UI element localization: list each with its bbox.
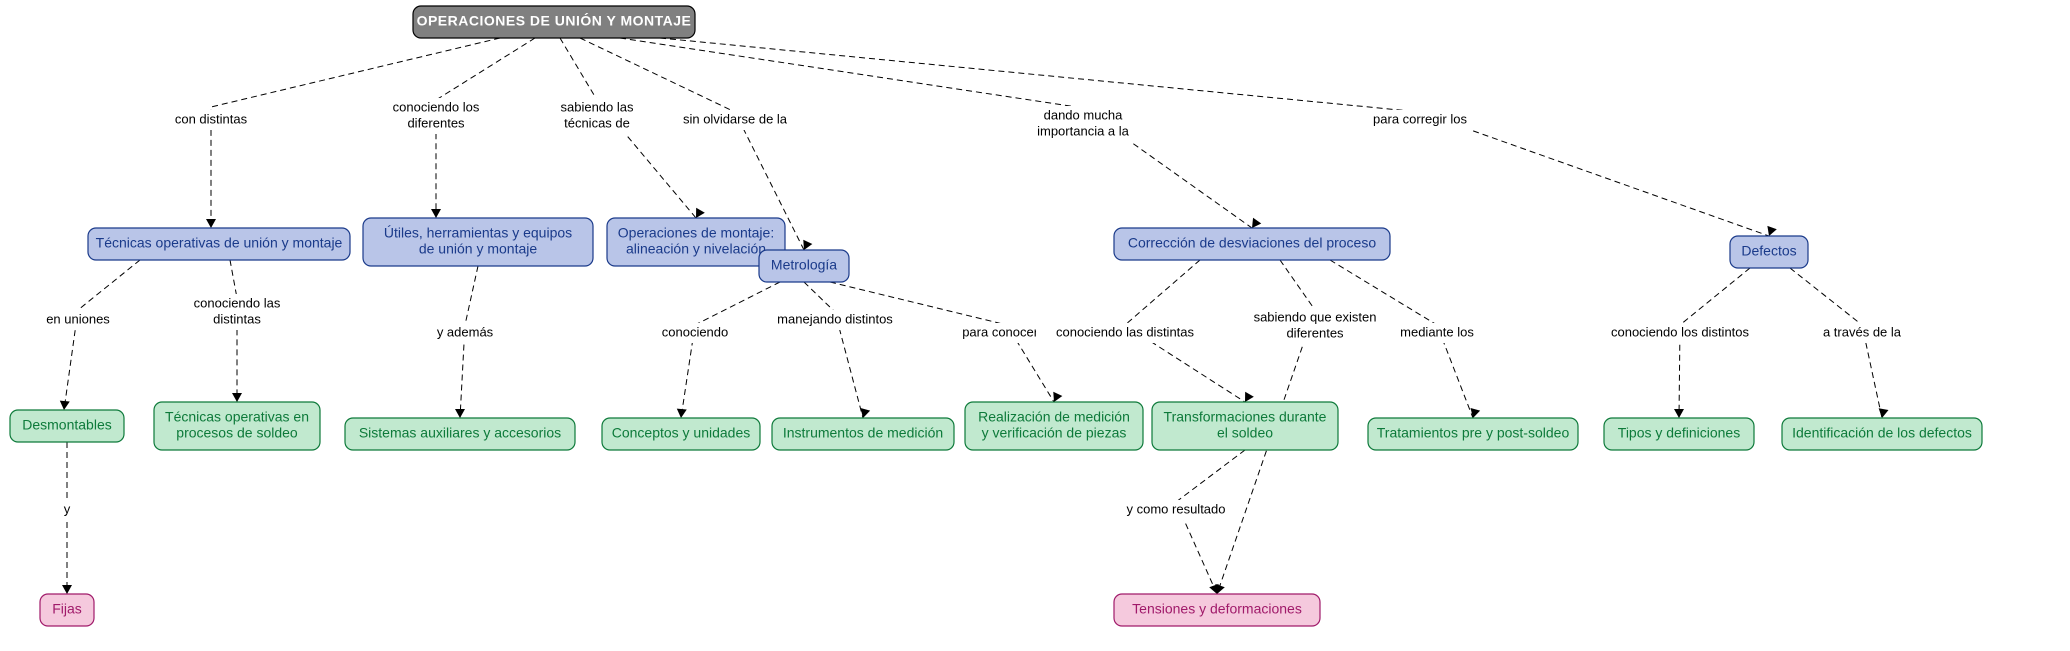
- node-n_ins: Instrumentos de medición: [772, 418, 954, 450]
- edge-label: conociendo los distintos: [1611, 324, 1750, 339]
- node-n_def: Defectos: [1730, 236, 1808, 268]
- node-label: Metrología: [771, 257, 837, 273]
- node-n_ops: Operaciones de montaje:alineación y nive…: [607, 218, 785, 266]
- edge-label: importancia a la: [1037, 123, 1130, 138]
- node-n_con: Conceptos y unidades: [602, 418, 760, 450]
- arrowhead-n_util-n_sis: [455, 409, 465, 418]
- arrowhead-n_def-n_tip: [1674, 409, 1684, 418]
- edge-label: y además: [437, 324, 494, 339]
- node-n_tra: Transformaciones duranteel soldeo: [1152, 402, 1338, 450]
- node-label: Tratamientos pre y post-soldeo: [1377, 425, 1570, 441]
- arrowhead-n_tec-n_des: [60, 401, 70, 410]
- node-n_met: Metrología: [759, 250, 849, 282]
- edge-label: con distintas: [175, 111, 248, 126]
- node-n_des: Desmontables: [10, 410, 124, 442]
- arrowhead-n_tec-n_tsol: [232, 393, 242, 402]
- edge-root-n_cor: [620, 38, 1252, 228]
- edge-label: en uniones: [46, 311, 110, 326]
- node-label: Tensiones y deformaciones: [1132, 601, 1302, 617]
- edge-label: conociendo las: [194, 295, 281, 310]
- edge-root-n_def: [660, 38, 1769, 236]
- node-label: procesos de soldeo: [176, 425, 298, 441]
- node-label: Técnicas operativas en: [165, 409, 309, 425]
- node-n_fij: Fijas: [40, 594, 94, 626]
- arrowhead-root-n_met: [803, 240, 812, 250]
- edge-label: diferentes: [407, 115, 465, 130]
- node-n_tip: Tipos y definiciones: [1604, 418, 1754, 450]
- arrowhead-n_cor-n_tra: [1245, 392, 1254, 402]
- edge-label: a través de la: [1823, 324, 1902, 339]
- edge-label: y como resultado: [1127, 501, 1226, 516]
- node-label: Técnicas operativas de unión y montaje: [96, 235, 343, 251]
- node-label: el soldeo: [1217, 425, 1273, 441]
- arrowhead-n_des-n_fij: [62, 585, 72, 594]
- node-n_tec: Técnicas operativas de unión y montaje: [88, 228, 350, 260]
- node-label: Transformaciones durante: [1164, 409, 1327, 425]
- node-label: Identificación de los defectos: [1792, 425, 1972, 441]
- edge-label: distintas: [213, 311, 261, 326]
- edge-n_tec-n_tsol: [230, 260, 237, 402]
- edge-n_tra-n_ten: [1176, 450, 1245, 594]
- edge-label: sin olvidarse de la: [683, 111, 788, 126]
- arrowhead-n_def-n_ide: [1879, 408, 1889, 418]
- arrowhead-n_met-n_ins: [860, 408, 870, 418]
- edge-label: mediante los: [1400, 324, 1474, 339]
- edge-labels-layer: con distintasconociendo losdiferentessab…: [38, 98, 1916, 520]
- node-label: Corrección de desviaciones del proceso: [1128, 235, 1376, 251]
- node-label: OPERACIONES DE UNIÓN Y MONTAJE: [417, 12, 692, 29]
- node-label: Defectos: [1741, 243, 1796, 259]
- node-label: Conceptos y unidades: [612, 425, 751, 441]
- edges-layer: [60, 38, 1889, 594]
- node-n_cor: Corrección de desviaciones del proceso: [1114, 228, 1390, 260]
- edge-label: para corregir los: [1373, 111, 1467, 126]
- node-label: alineación y nivelación: [626, 241, 766, 257]
- nodes-layer: OPERACIONES DE UNIÓN Y MONTAJE Técnicas o…: [10, 6, 1982, 626]
- edge-label: sabiendo que existen: [1254, 309, 1377, 324]
- node-n_ide: Identificación de los defectos: [1782, 418, 1982, 450]
- edge-label: conociendo las distintas: [1056, 324, 1195, 339]
- edge-label: conociendo los: [393, 99, 480, 114]
- node-label: Realización de medición: [978, 409, 1130, 425]
- node-label: y verificación de piezas: [982, 425, 1127, 441]
- edge-label: conociendo: [662, 324, 729, 339]
- node-label: Instrumentos de medición: [783, 425, 943, 441]
- arrowhead-n_met-n_rea: [1053, 392, 1062, 402]
- node-label: Fijas: [52, 601, 82, 617]
- edge-label: manejando distintos: [777, 311, 893, 326]
- node-label: Desmontables: [22, 417, 112, 433]
- edge-label: y: [64, 501, 71, 516]
- arrowhead-root-n_ops: [696, 208, 705, 218]
- node-label: Útiles, herramientas y equipos: [384, 225, 572, 241]
- arrowhead-n_met-n_con: [677, 409, 687, 418]
- arrowhead-root-n_cor: [1252, 218, 1261, 228]
- node-label: Sistemas auxiliares y accesorios: [359, 425, 561, 441]
- arrowhead-root-n_tec: [206, 219, 216, 228]
- node-root: OPERACIONES DE UNIÓN Y MONTAJE: [413, 6, 695, 38]
- node-n_ten: Tensiones y deformaciones: [1114, 594, 1320, 626]
- arrowhead-root-n_def: [1767, 226, 1776, 236]
- node-label: Operaciones de montaje:: [618, 225, 774, 241]
- concept-map-diagram: con distintasconociendo losdiferentessab…: [0, 0, 2070, 651]
- node-n_rea: Realización de medicióny verificación de…: [965, 402, 1143, 450]
- edge-n_tec-n_des: [64, 260, 140, 410]
- edge-n_met-n_con: [681, 282, 780, 418]
- edge-n_met-n_ins: [804, 282, 863, 418]
- node-n_util: Útiles, herramientas y equiposde unión y…: [363, 218, 593, 266]
- edge-label: diferentes: [1286, 325, 1344, 340]
- node-n_trat: Tratamientos pre y post-soldeo: [1368, 418, 1578, 450]
- node-label: de unión y montaje: [419, 241, 538, 257]
- node-label: Tipos y definiciones: [1618, 425, 1740, 441]
- node-n_sis: Sistemas auxiliares y accesorios: [345, 418, 575, 450]
- edge-label: dando mucha: [1044, 107, 1124, 122]
- edge-label: sabiendo las: [561, 99, 634, 114]
- node-n_tsol: Técnicas operativas enprocesos de soldeo: [154, 402, 320, 450]
- arrowhead-root-n_util: [431, 209, 441, 218]
- edge-label: técnicas de: [564, 115, 630, 130]
